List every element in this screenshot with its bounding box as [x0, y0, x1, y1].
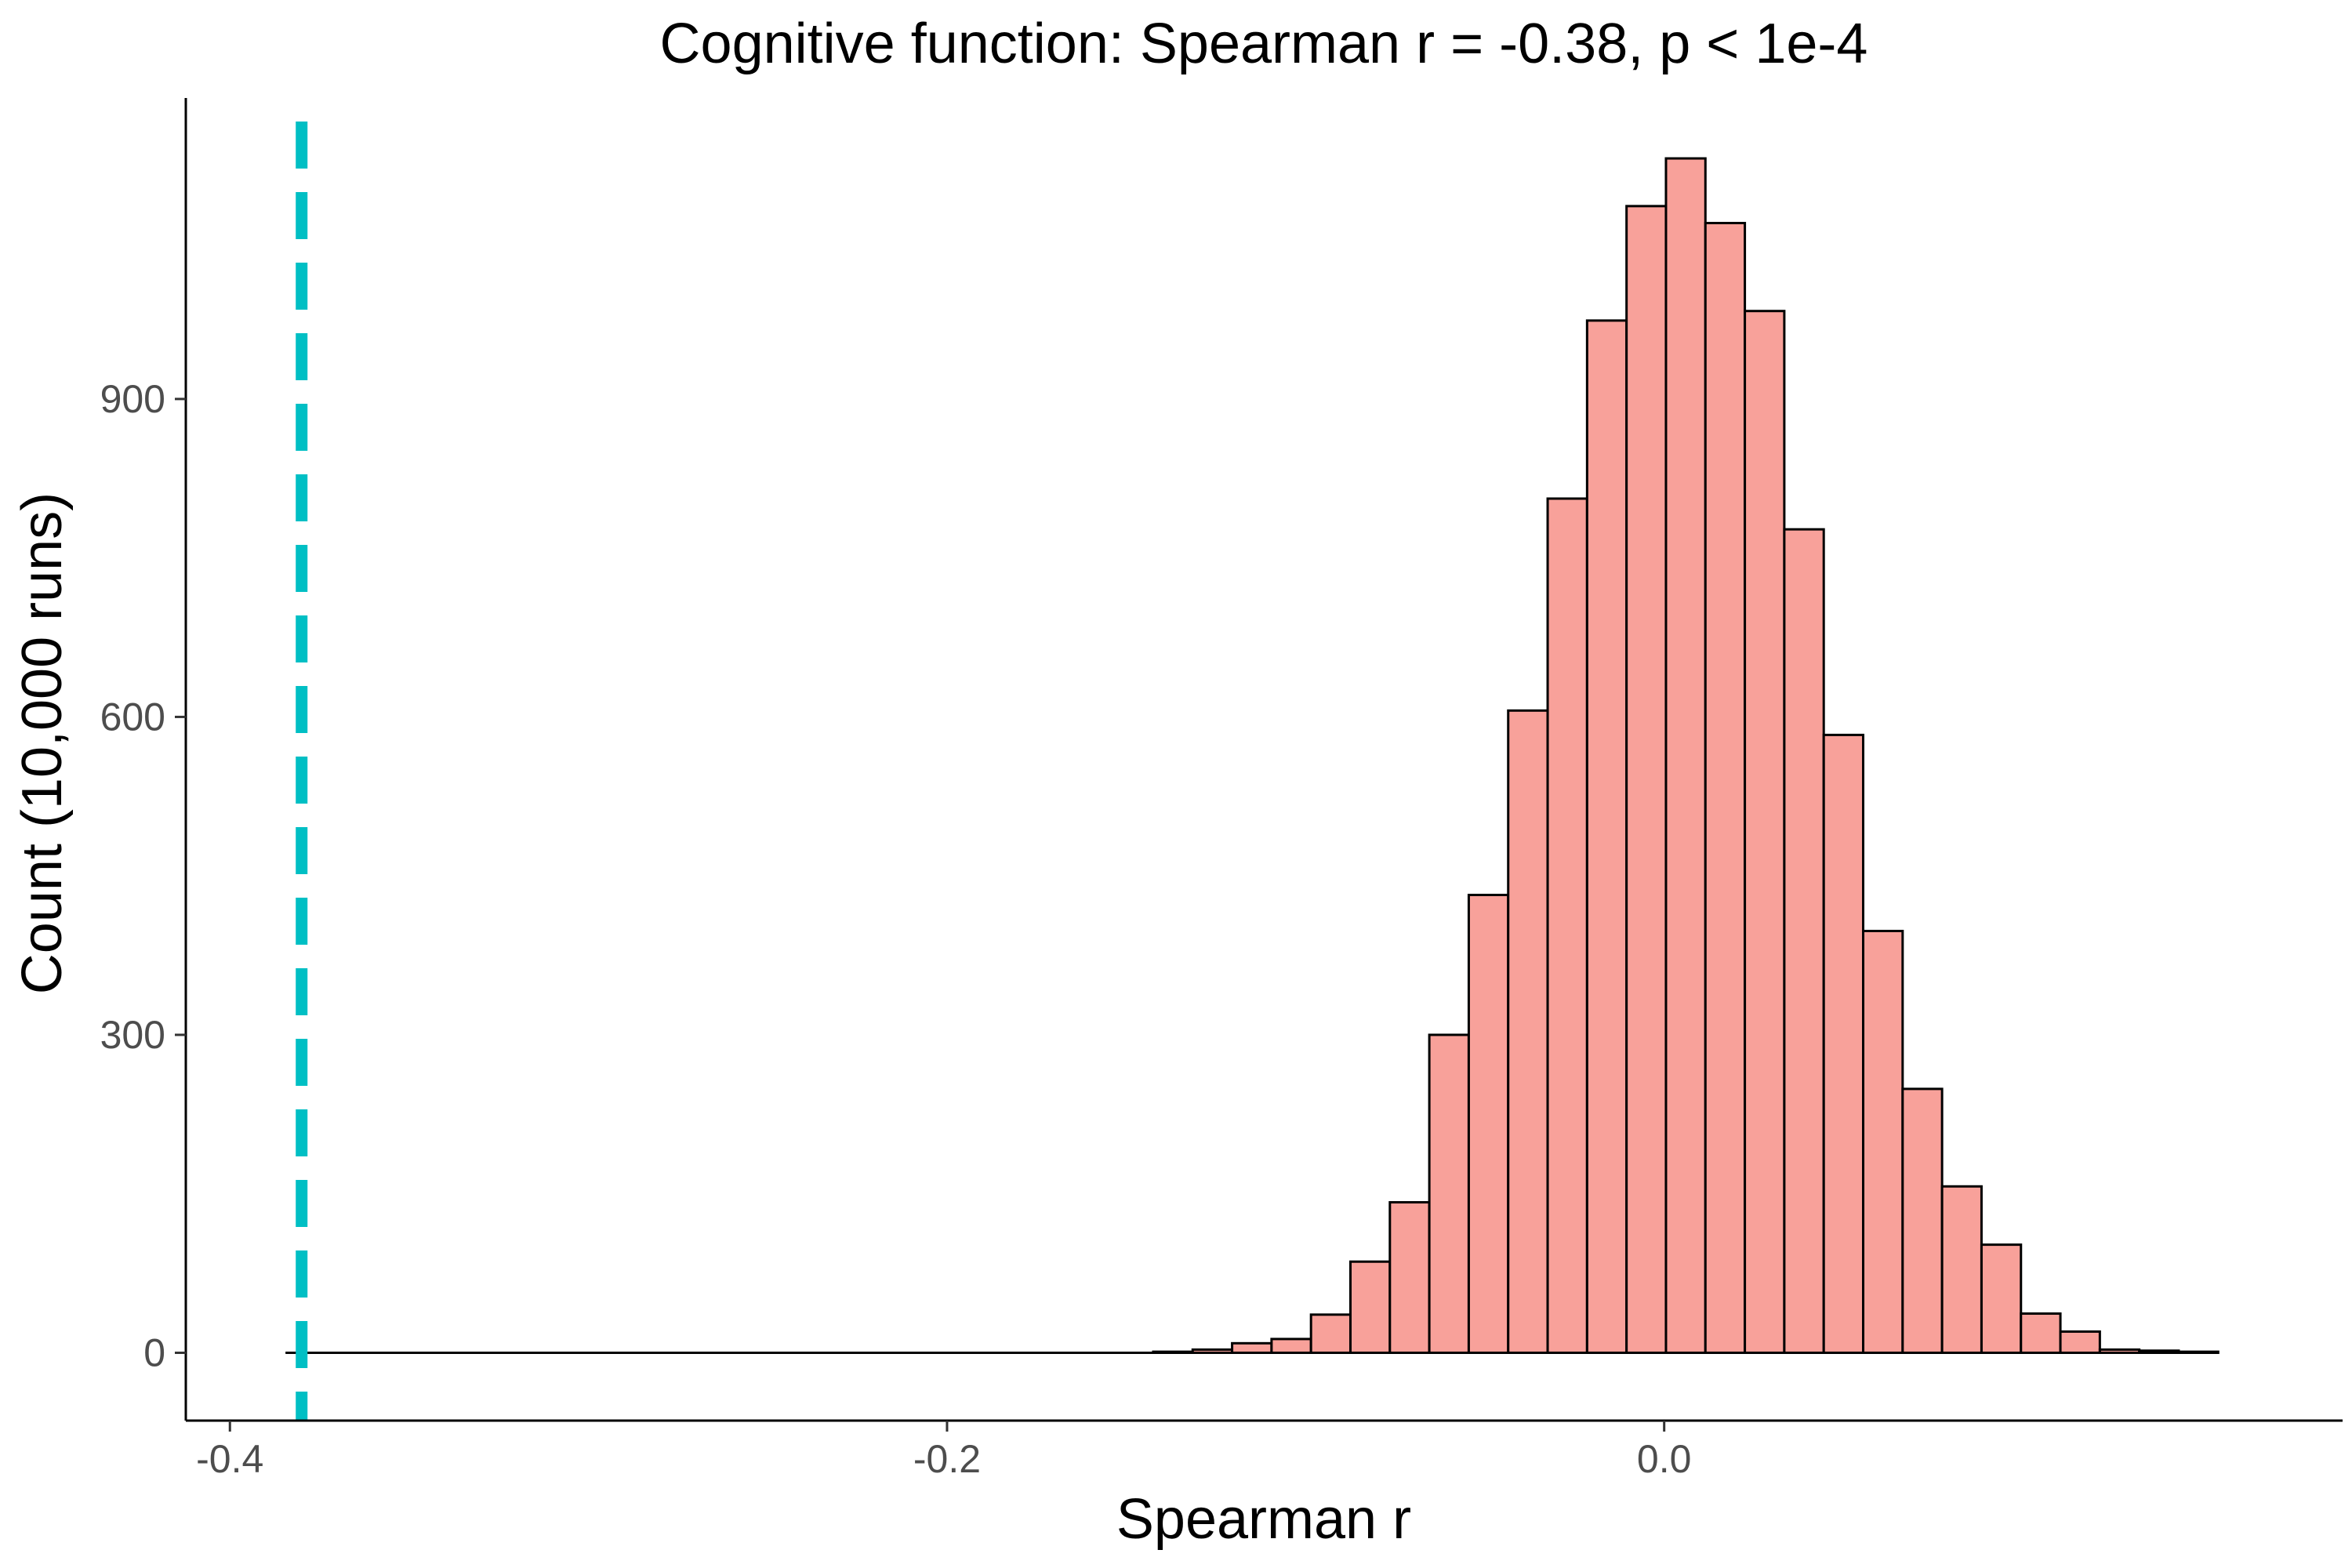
histogram-bar	[1309, 1313, 1352, 1354]
histogram-bar	[1862, 929, 1904, 1354]
histogram-bar	[1664, 157, 1707, 1354]
y-tick-label: 600	[100, 695, 165, 739]
histogram-bar	[2059, 1330, 2101, 1354]
x-tick-label: 0.0	[1637, 1437, 1692, 1481]
histogram-bar	[1625, 205, 1668, 1354]
y-tick-label: 900	[100, 377, 165, 421]
histogram-bar	[1467, 894, 1510, 1354]
histogram-bar	[1744, 310, 1786, 1354]
histogram-bar	[1270, 1338, 1312, 1354]
y-tick-label: 300	[100, 1013, 165, 1057]
y-axis-title: Count (10,000 runs)	[11, 492, 74, 994]
histogram-bar	[1980, 1243, 2023, 1354]
histogram-bar	[1822, 733, 1865, 1354]
histogram-bars	[1152, 157, 2220, 1354]
histogram-bar	[1546, 497, 1588, 1354]
histogram-bar	[1704, 222, 1747, 1354]
histogram-bar	[1231, 1341, 1273, 1354]
histogram-bar	[1585, 319, 1628, 1354]
y-axis-ticks: 0 300 600 900	[100, 377, 186, 1374]
histogram-bar	[1348, 1260, 1392, 1354]
chart-title: Cognitive function: Spearman r = -0.38, …	[660, 13, 1868, 75]
x-axis-title: Spearman r	[1116, 1488, 1411, 1551]
histogram-bar	[1428, 1033, 1470, 1354]
x-tick-label: -0.4	[196, 1437, 263, 1481]
y-tick-label: 0	[143, 1330, 165, 1374]
histogram-bar	[1940, 1185, 1983, 1354]
histogram-bar	[2020, 1312, 2062, 1354]
histogram-bar	[1388, 1201, 1431, 1354]
histogram-bar	[1783, 528, 1825, 1354]
x-tick-label: -0.2	[913, 1437, 981, 1481]
histogram-bar	[1507, 709, 1549, 1354]
histogram-bar	[1901, 1087, 1944, 1354]
x-axis-ticks: -0.4 -0.2 0.0	[196, 1421, 1691, 1481]
